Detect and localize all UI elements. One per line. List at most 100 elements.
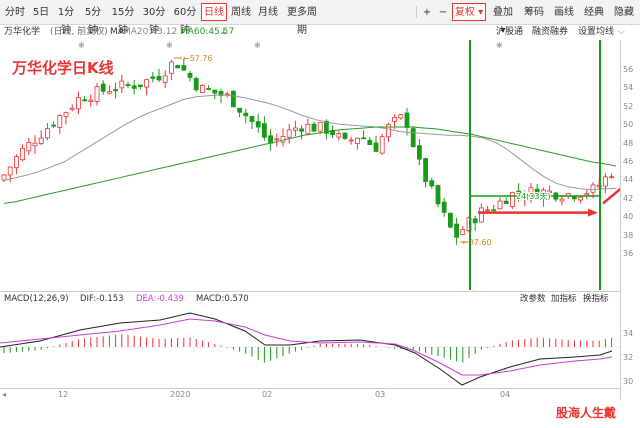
- candle-body: [380, 137, 384, 153]
- link-set-ma[interactable]: 设置均线: [578, 24, 614, 40]
- link-hugutong[interactable]: 沪股通: [496, 24, 523, 40]
- toolbar-right-2[interactable]: 经典: [580, 3, 608, 21]
- candle-body: [64, 112, 68, 116]
- marker-icon: ✱: [496, 41, 503, 50]
- candle-body: [89, 100, 93, 101]
- high-price-label: ←57.76: [183, 54, 213, 63]
- candle-body: [591, 185, 595, 192]
- macd-dea: DEA:-0.439: [136, 292, 184, 306]
- period-tab-5[interactable]: 30分钟: [139, 3, 169, 21]
- period-tab-8[interactable]: 周线: [228, 3, 254, 21]
- macd-value: MACD:0.570: [196, 292, 249, 306]
- x-tick-2020: 2020: [170, 390, 190, 399]
- candle-body: [306, 124, 310, 133]
- period-tab-9[interactable]: 月线: [255, 3, 281, 21]
- candle-body: [300, 129, 304, 131]
- y-tick: 48: [623, 139, 633, 148]
- candle-body: [585, 194, 589, 195]
- y-tick: 38: [623, 231, 633, 240]
- watermark-text: 股海人生戴: [556, 404, 616, 421]
- link-margin[interactable]: 融资融券: [532, 24, 568, 40]
- ma-prefix: MA: [110, 24, 124, 40]
- candle-body: [355, 138, 359, 143]
- candle-body: [262, 124, 266, 138]
- period-tab-2[interactable]: 1分钟: [54, 3, 78, 21]
- toolbar-right-0[interactable]: 筹码: [520, 3, 548, 21]
- period-tab-6[interactable]: 60分钟: [170, 3, 200, 21]
- macd-chart[interactable]: [0, 305, 620, 388]
- add-indicator-button[interactable]: 加指标: [551, 292, 577, 306]
- candle-body: [374, 143, 378, 152]
- switch-indicator-button[interactable]: 换指标: [583, 292, 609, 306]
- candle-body: [473, 219, 477, 223]
- candle-body: [430, 181, 434, 186]
- ma-arrow-icon[interactable]: ↓: [220, 24, 228, 40]
- candle-body: [169, 62, 173, 73]
- candle-body: [132, 86, 136, 89]
- period-tab-7[interactable]: 日线: [201, 3, 227, 21]
- candle-body: [603, 177, 607, 186]
- candle-body: [579, 197, 583, 200]
- candle-body: [560, 199, 564, 201]
- overlay-dropdown[interactable]: 叠加 ▾: [488, 3, 518, 21]
- y-tick: 30: [623, 377, 633, 386]
- dropdown-icon[interactable]: ⌵: [618, 24, 625, 40]
- x-tick-12: 12: [58, 390, 68, 399]
- candle-body: [138, 85, 142, 87]
- period-tab-3[interactable]: 5分钟: [79, 3, 107, 21]
- candle-body: [498, 201, 502, 209]
- price-axis: 56 54 52 50 48 46 44 42 40 38 36 34 32 30: [620, 40, 640, 400]
- candle-body: [424, 159, 428, 182]
- candle-body: [386, 125, 390, 137]
- candle-body: [250, 116, 254, 121]
- candle-body: [455, 224, 459, 237]
- y-tick: 34: [623, 329, 633, 338]
- adjust-dropdown[interactable]: 复权 ▾: [452, 3, 486, 21]
- period-tab-1[interactable]: 5日: [29, 3, 53, 21]
- candle-body: [393, 117, 397, 121]
- dif-line: [0, 313, 612, 385]
- zoom-out-button[interactable]: −: [436, 3, 450, 21]
- candle-body: [188, 73, 192, 77]
- y-tick: 40: [623, 212, 633, 221]
- period-tab-0[interactable]: 分时: [2, 3, 28, 21]
- candle-body: [145, 80, 149, 87]
- candle-body: [194, 78, 198, 89]
- period-tab-4[interactable]: 15分钟: [108, 3, 138, 21]
- candle-body: [337, 134, 341, 137]
- y-tick: 36: [623, 249, 633, 258]
- candle-body: [45, 129, 49, 138]
- chart-mode: (日线, 前复权): [50, 24, 108, 40]
- candle-body: [312, 124, 316, 131]
- candle-body: [21, 148, 25, 159]
- range-count-label: 24(33天): [516, 192, 551, 201]
- toolbar-right-3[interactable]: 隐藏: [610, 3, 638, 21]
- scroll-left-icon[interactable]: ◂: [2, 390, 6, 399]
- candle-body: [200, 85, 204, 92]
- candle-body: [163, 76, 167, 82]
- candle-body: [95, 87, 99, 102]
- candle-body: [76, 98, 80, 109]
- ma20-line: [4, 95, 616, 190]
- marker-icon: ✱: [78, 41, 85, 50]
- candle-body: [349, 140, 353, 141]
- candle-body: [213, 90, 217, 93]
- macd-header: MACD(12,26,9) DIF:-0.153 DEA:-0.439 MACD…: [0, 291, 620, 306]
- candle-body: [281, 136, 285, 142]
- candle-body: [70, 108, 74, 109]
- candle-body: [238, 108, 242, 112]
- macd-dif: DIF:-0.153: [80, 292, 124, 306]
- zoom-in-button[interactable]: +: [420, 3, 434, 21]
- candle-body: [256, 122, 260, 128]
- marker-icon: ✱: [166, 41, 173, 50]
- candle-body: [610, 177, 614, 178]
- period-tab-10[interactable]: 更多周期: [282, 3, 322, 21]
- candle-body: [362, 138, 366, 139]
- change-params-button[interactable]: 改参数: [520, 292, 546, 306]
- candle-body: [83, 100, 87, 101]
- chart-overlay-title: 万华化学日K线: [12, 57, 114, 78]
- candle-body: [39, 138, 43, 143]
- x-tick-03: 03: [375, 390, 385, 399]
- toolbar-right-1[interactable]: 画线: [550, 3, 578, 21]
- y-tick: 42: [623, 194, 633, 203]
